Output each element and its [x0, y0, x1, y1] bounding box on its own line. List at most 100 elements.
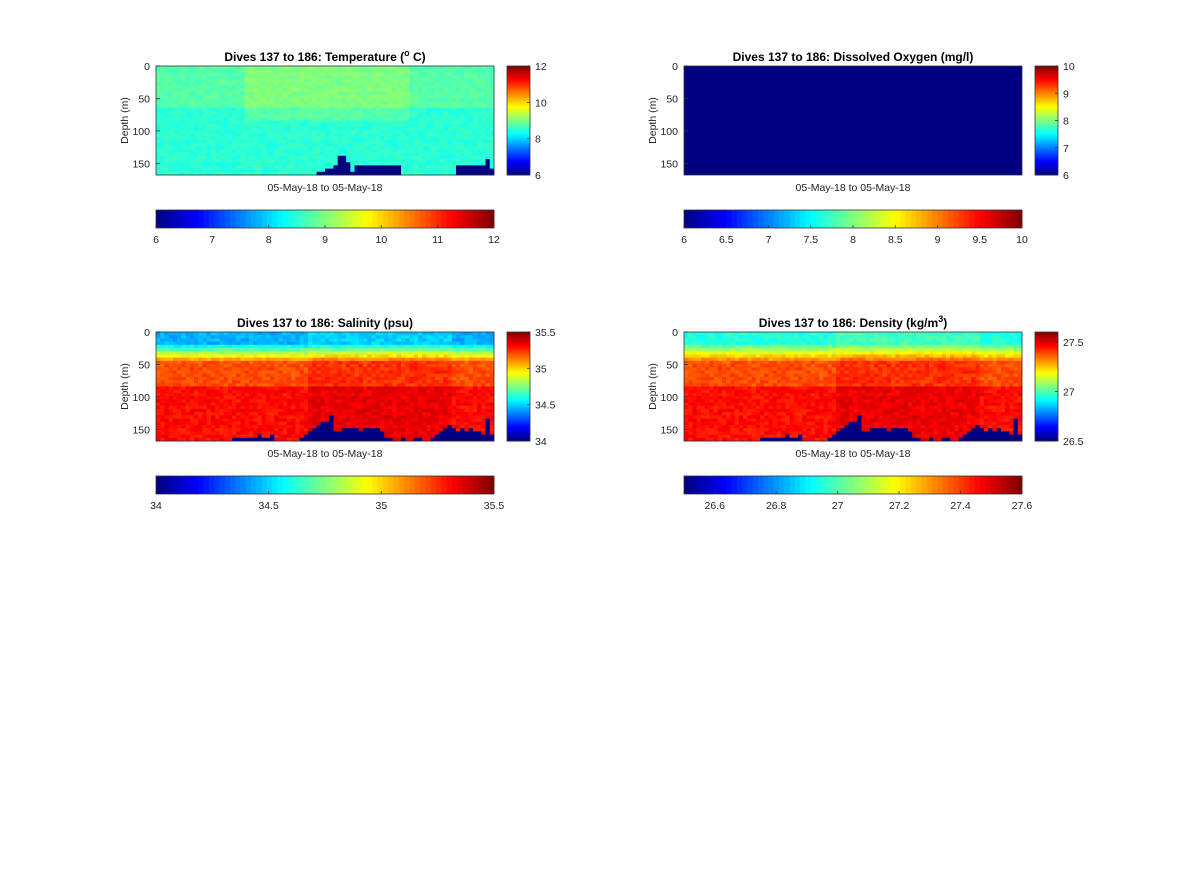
- heatmap-cell: [485, 88, 491, 93]
- heatmap-cell: [312, 392, 317, 397]
- heatmap-cell: [181, 152, 186, 157]
- heatmap-cell: [312, 78, 317, 83]
- colorbar-segment: [969, 210, 975, 228]
- heatmap-cell: [363, 364, 368, 368]
- heatmap-cell: [291, 171, 296, 176]
- heatmap-cell: [181, 360, 186, 365]
- colorbar-segment: [507, 72, 530, 76]
- heatmap-cell: [346, 341, 351, 346]
- heatmap-cell: [156, 392, 161, 397]
- heatmap-cell: [346, 386, 351, 391]
- heatmap-cell: [236, 354, 241, 359]
- heatmap-cell: [185, 149, 191, 153]
- heatmap-cell: [455, 120, 461, 125]
- heatmap-cell: [388, 389, 394, 394]
- heatmap-cell: [236, 380, 241, 384]
- heatmap-cell: [308, 428, 313, 432]
- heatmap-cell: [248, 155, 254, 160]
- heatmap-cell: [270, 168, 275, 173]
- colorbar-tick-label: 6.5: [719, 234, 734, 246]
- heatmap-cell: [481, 69, 486, 73]
- heatmap-cell: [181, 130, 186, 134]
- heatmap-cell: [308, 98, 313, 102]
- heatmap-cell: [227, 85, 233, 89]
- heatmap-cell: [371, 142, 377, 147]
- heatmap-cell: [286, 117, 292, 121]
- heatmap-cell: [236, 101, 241, 105]
- heatmap-cell: [227, 421, 233, 426]
- heatmap-cell: [181, 338, 186, 343]
- heatmap-cell: [489, 69, 495, 73]
- heatmap-cell: [337, 332, 343, 336]
- heatmap-cell: [194, 415, 199, 419]
- heatmap-cell: [210, 434, 216, 439]
- heatmap-cell: [206, 98, 212, 102]
- heatmap-cell: [303, 142, 309, 147]
- heatmap-cell: [354, 344, 360, 349]
- heatmap-cell: [177, 88, 182, 93]
- heatmap-cell: [206, 139, 212, 144]
- heatmap-cell: [156, 389, 161, 394]
- heatmap-cell: [194, 94, 199, 99]
- heatmap-cell: [472, 126, 478, 131]
- heatmap-cell: [325, 376, 330, 381]
- heatmap-cell: [354, 415, 360, 419]
- heatmap-cell: [189, 98, 195, 102]
- heatmap-cell: [156, 88, 161, 93]
- heatmap-cell: [185, 110, 191, 115]
- heatmap-cell: [346, 123, 351, 128]
- heatmap-cell: [477, 101, 482, 105]
- heatmap-cell: [333, 126, 339, 131]
- colorbar-tick-label: 8: [266, 234, 272, 246]
- heatmap-cell: [210, 149, 216, 153]
- heatmap-cell: [312, 139, 317, 144]
- heatmap-cell: [240, 344, 246, 349]
- heatmap-cell: [291, 418, 296, 423]
- heatmap-cell: [223, 78, 229, 83]
- heatmap-cell: [253, 354, 258, 359]
- heatmap-cell: [223, 437, 229, 442]
- heatmap-cell: [320, 75, 326, 80]
- heatmap-cell: [286, 155, 292, 160]
- heatmap-cell: [337, 380, 343, 384]
- heatmap-cell: [447, 72, 453, 77]
- colorbar-segment: [1035, 157, 1058, 161]
- heatmap-cell: [481, 107, 486, 112]
- heatmap-cell: [308, 69, 313, 73]
- heatmap-cell: [350, 75, 355, 80]
- heatmap-cell: [274, 117, 279, 121]
- heatmap-cell: [388, 392, 394, 397]
- heatmap-cell: [270, 72, 275, 77]
- heatmap-cell: [455, 104, 461, 109]
- heatmap-cell: [261, 354, 267, 359]
- heatmap-cell: [198, 101, 203, 105]
- colorbar-segment: [752, 210, 759, 228]
- heatmap-cell: [455, 85, 461, 89]
- heatmap-cell: [257, 110, 263, 115]
- heatmap-cell: [392, 117, 398, 121]
- colorbar-segment: [911, 210, 917, 228]
- heatmap-cell: [248, 351, 254, 355]
- heatmap-cell: [363, 101, 368, 105]
- heatmap-cell: [320, 344, 326, 349]
- heatmap-cell: [308, 392, 313, 397]
- heatmap-cell: [341, 332, 347, 336]
- colorbar-segment: [1035, 129, 1058, 132]
- heatmap-cell: [405, 94, 410, 99]
- heatmap-cell: [274, 72, 279, 77]
- heatmap-cell: [185, 405, 191, 410]
- heatmap-cell: [257, 402, 263, 407]
- heatmap-cell: [291, 130, 296, 134]
- heatmap-cell: [333, 107, 339, 112]
- heatmap-cell: [312, 370, 317, 375]
- heatmap-cell: [451, 133, 457, 137]
- heatmap-cell: [278, 396, 284, 400]
- heatmap-cell: [329, 373, 334, 378]
- heatmap-cell: [215, 437, 220, 442]
- heatmap-cell: [177, 136, 182, 141]
- heatmap-cell: [358, 332, 364, 336]
- heatmap-cell: [291, 139, 296, 144]
- heatmap-cell: [312, 376, 317, 381]
- heatmap-cell: [185, 376, 191, 381]
- heatmap-cell: [447, 158, 453, 163]
